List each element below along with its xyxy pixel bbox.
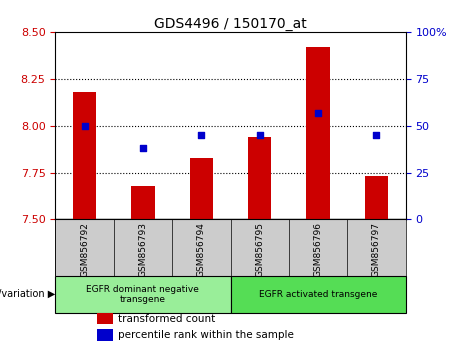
Bar: [97, 313, 113, 324]
Text: GSM856793: GSM856793: [138, 222, 148, 277]
Text: transformed count: transformed count: [118, 314, 216, 324]
Point: [314, 110, 322, 115]
Bar: [55, 276, 230, 313]
Text: EGFR dominant negative
transgene: EGFR dominant negative transgene: [87, 285, 199, 304]
Text: percentile rank within the sample: percentile rank within the sample: [118, 330, 294, 341]
Bar: [365, 176, 388, 219]
Point: [139, 145, 147, 151]
Bar: [307, 47, 330, 219]
Text: genotype/variation ▶: genotype/variation ▶: [0, 290, 55, 299]
Bar: [189, 158, 213, 219]
Point: [373, 132, 380, 138]
Text: GSM856794: GSM856794: [197, 222, 206, 277]
Point: [81, 123, 88, 129]
Bar: [131, 185, 154, 219]
Bar: [230, 276, 406, 313]
Text: GSM856797: GSM856797: [372, 222, 381, 277]
Bar: [248, 137, 272, 219]
Title: GDS4496 / 150170_at: GDS4496 / 150170_at: [154, 17, 307, 31]
Point: [256, 132, 263, 138]
Point: [198, 132, 205, 138]
Bar: [97, 329, 113, 341]
Text: EGFR activated transgene: EGFR activated transgene: [259, 290, 377, 299]
Bar: [73, 92, 96, 219]
Text: GSM856792: GSM856792: [80, 222, 89, 277]
Text: GSM856795: GSM856795: [255, 222, 264, 277]
Text: GSM856796: GSM856796: [313, 222, 323, 277]
